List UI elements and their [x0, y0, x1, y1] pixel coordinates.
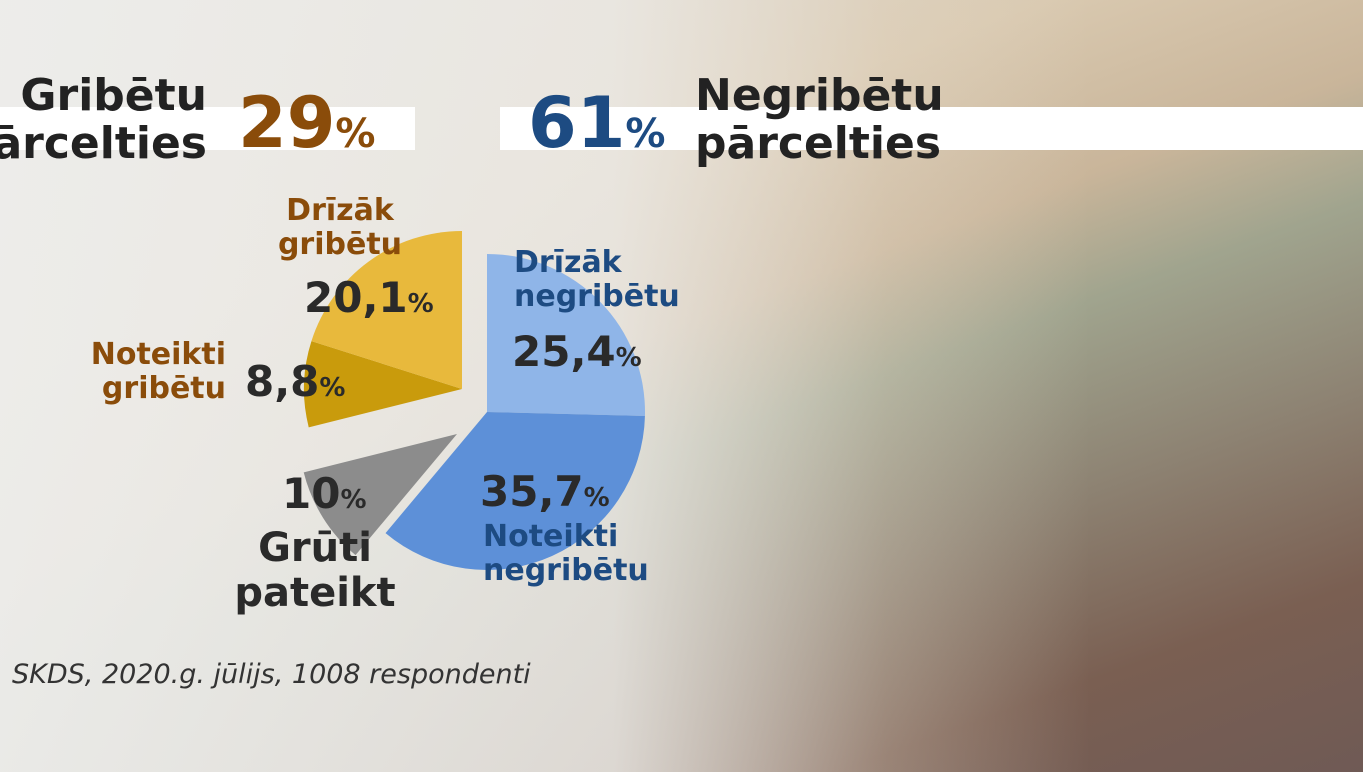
value-unit: %	[340, 485, 367, 515]
group-total-unit: %	[335, 111, 376, 157]
value-unit: %	[583, 483, 610, 513]
group-total: 29%	[238, 82, 376, 164]
value-text: 8,8	[245, 357, 320, 406]
value-label: 10%	[282, 470, 367, 517]
value-unit: %	[319, 373, 346, 403]
value-unit: %	[615, 343, 642, 373]
value-label: 20,1%	[304, 274, 434, 321]
pie-slice	[311, 231, 462, 389]
group-name-line: Gribētu	[20, 70, 207, 121]
group-total-value: 61	[528, 82, 626, 164]
group-total-value: 29	[238, 82, 336, 164]
value-unit: %	[407, 289, 434, 319]
group-name-line: Negribētu	[695, 70, 944, 121]
pie-slice	[385, 412, 645, 570]
group-name: Gribētupārcelties	[0, 72, 207, 167]
category-label: Noteikti gribētu	[90, 337, 226, 406]
group-total: 61%	[528, 82, 666, 164]
group-name-line: pārcelties	[695, 117, 942, 169]
group-name-line: pārcelties	[0, 117, 207, 169]
category-label: Drīzāk gribētu	[277, 193, 403, 262]
value-text: 20,1	[304, 273, 408, 322]
value-text: 35,7	[480, 467, 584, 516]
pie-slice	[303, 434, 457, 556]
value-text: 10	[282, 469, 341, 518]
category-label: Drīzāk negribētu	[514, 245, 680, 314]
pie-slice	[304, 341, 462, 428]
value-text: 25,4	[512, 327, 616, 376]
headline-band	[0, 107, 415, 150]
value-label: 25,4%	[512, 328, 642, 375]
source: SKDS, 2020.g. jūlijs, 1008 respondenti	[12, 659, 531, 690]
group-total-unit: %	[625, 111, 666, 157]
value-label: 35,7%	[480, 468, 610, 515]
headline-band	[500, 107, 1363, 150]
value-label: 8,8%	[245, 358, 345, 405]
category-label: Grūti pateikt	[234, 525, 396, 616]
group-name: Negribētu pārcelties	[695, 72, 944, 167]
category-label: Noteikti negribētu	[483, 519, 649, 588]
pie-slice	[487, 254, 645, 416]
